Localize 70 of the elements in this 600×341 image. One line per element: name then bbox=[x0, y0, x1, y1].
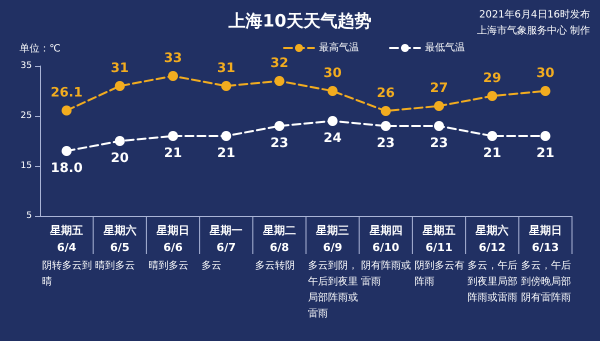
y-axis-title: 单位：℃ bbox=[19, 42, 61, 54]
data-label: 31 bbox=[217, 61, 236, 76]
text: 上海市气象服务中心 制作 bbox=[476, 24, 590, 36]
legend-label: 最低气温 bbox=[425, 42, 465, 54]
point bbox=[168, 131, 178, 141]
data-label: 23 bbox=[376, 136, 395, 151]
data-label: 24 bbox=[324, 131, 342, 146]
text: 阴到多云有阵雨 bbox=[414, 260, 464, 288]
text: 阴有阵雨或雷雨 bbox=[361, 260, 412, 288]
point bbox=[487, 91, 498, 101]
point bbox=[221, 131, 232, 141]
text: 晴到多云 bbox=[95, 260, 136, 272]
data-label: 21 bbox=[217, 146, 236, 161]
y-tick-label: 25 bbox=[20, 111, 32, 121]
point bbox=[434, 121, 444, 131]
x-tick-label: 星期日 6/13 bbox=[528, 224, 562, 254]
point bbox=[168, 71, 178, 81]
point bbox=[328, 116, 338, 126]
point bbox=[114, 81, 125, 91]
data-label: 26.1 bbox=[50, 86, 83, 100]
x-tick-label: 星期五 6/4 bbox=[49, 224, 84, 254]
data-label: 23 bbox=[270, 136, 288, 151]
data-label: 23 bbox=[430, 136, 448, 151]
chart-title: 上海10天天气趋势 bbox=[228, 12, 372, 32]
point bbox=[380, 121, 391, 131]
data-label: 20 bbox=[110, 151, 129, 166]
data-label: 30 bbox=[536, 66, 554, 81]
x-tick-label: 星期四 6/10 bbox=[368, 224, 402, 254]
legend-label: 最高气温 bbox=[319, 42, 359, 54]
text: 阴转多云到晴 bbox=[42, 260, 92, 288]
point bbox=[434, 101, 444, 111]
data-label: 21 bbox=[483, 146, 502, 161]
x-tick-label: 星期三 6/9 bbox=[315, 224, 350, 254]
point bbox=[380, 106, 391, 116]
data-label: 33 bbox=[164, 51, 182, 66]
point bbox=[114, 136, 125, 146]
data-label: 31 bbox=[110, 61, 129, 76]
data-label: 27 bbox=[430, 81, 448, 96]
data-label: 26 bbox=[376, 86, 395, 101]
text: 多云，午后到夜里局部阵雨或雷雨 bbox=[468, 260, 518, 304]
text: 多云到阴，午后到夜里局部阵雨或雷雨 bbox=[308, 260, 358, 320]
text: 多云 bbox=[202, 260, 222, 272]
point bbox=[274, 76, 284, 86]
y-tick-label: 15 bbox=[20, 161, 32, 171]
point bbox=[328, 86, 338, 96]
data-label: 21 bbox=[536, 146, 554, 161]
text: 多云，午后到傍晚局部阴有雷阵雨 bbox=[520, 260, 571, 304]
text: 2021年6月4日16时发布 bbox=[479, 8, 590, 20]
x-tick-label: 星期一 6/7 bbox=[208, 224, 243, 254]
point bbox=[221, 81, 232, 91]
point bbox=[274, 121, 284, 131]
data-label: 18.0 bbox=[50, 161, 83, 176]
text: 多云转阴 bbox=[254, 260, 295, 272]
point bbox=[62, 146, 72, 156]
x-tick-label: 星期二 6/8 bbox=[262, 224, 296, 254]
x-tick-label: 星期六 6/5 bbox=[102, 224, 136, 254]
point bbox=[62, 106, 72, 116]
data-label: 32 bbox=[270, 56, 288, 71]
data-label: 30 bbox=[324, 66, 342, 81]
y-tick-label: 5 bbox=[26, 211, 32, 221]
point bbox=[487, 131, 498, 141]
y-tick-label: 35 bbox=[20, 61, 32, 71]
point bbox=[540, 131, 550, 141]
data-label: 29 bbox=[483, 71, 502, 86]
x-tick-label: 星期五 6/11 bbox=[422, 224, 456, 254]
x-tick-label: 星期日 6/6 bbox=[156, 224, 190, 254]
point bbox=[540, 86, 550, 96]
data-label: 21 bbox=[164, 146, 182, 161]
x-tick-label: 星期六 6/12 bbox=[474, 224, 509, 254]
text: 晴到多云 bbox=[148, 260, 188, 272]
